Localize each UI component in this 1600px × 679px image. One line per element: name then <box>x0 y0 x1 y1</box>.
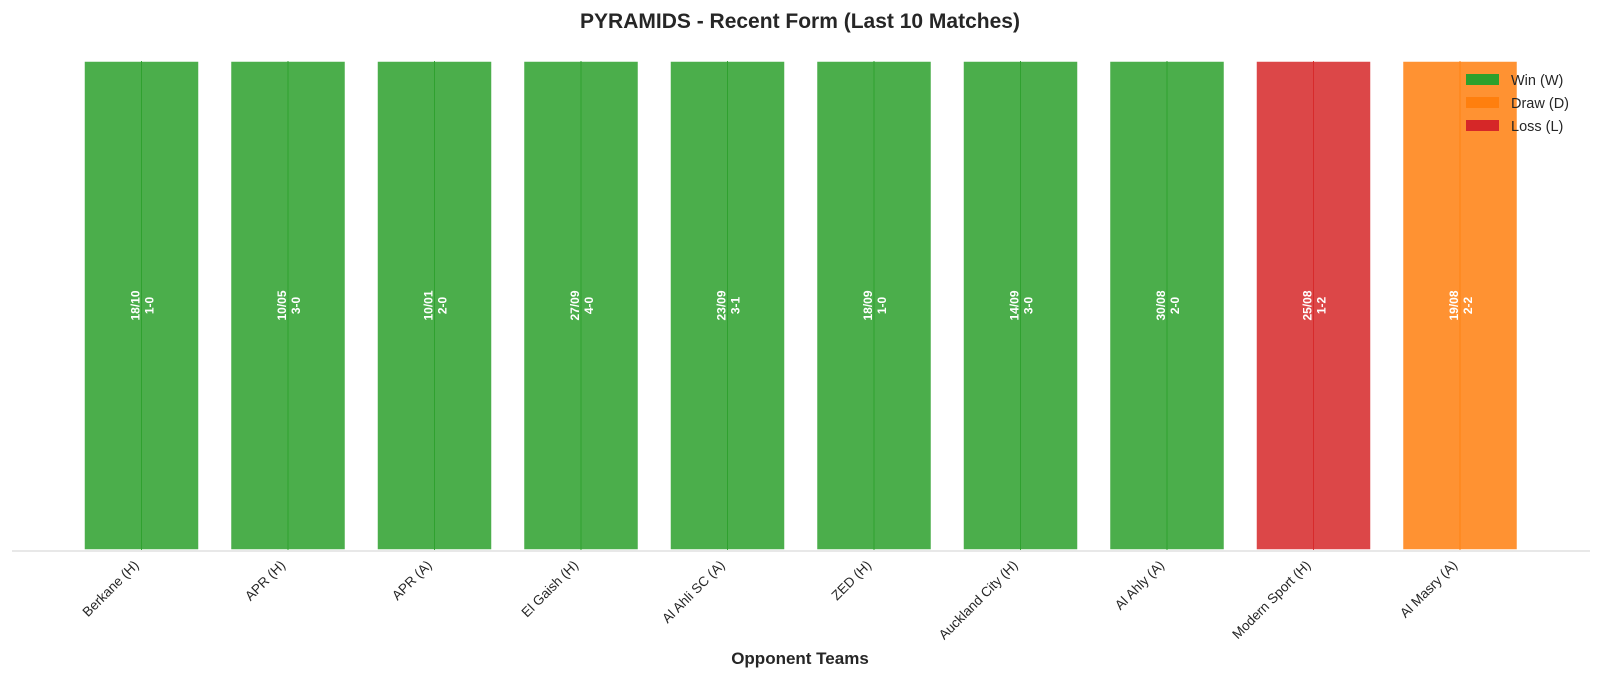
bar-label-score: 3-1 <box>729 297 743 315</box>
bar-label: 19/082-2 <box>1447 290 1475 320</box>
legend: Win (W) Draw (D) Loss (L) <box>1466 73 1569 135</box>
bar-label-date: 10/01 <box>422 290 436 320</box>
bar-label-score: 2-0 <box>1168 297 1182 315</box>
legend-swatch-d <box>1466 97 1499 108</box>
bar-label: 10/053-0 <box>275 290 303 320</box>
x-axis-label: Opponent Teams <box>731 649 869 668</box>
legend-swatch-l <box>1466 120 1499 131</box>
legend-label-l: Loss (L) <box>1511 119 1563 135</box>
legend-label-w: Win (W) <box>1511 73 1563 89</box>
legend-swatch-w <box>1466 74 1499 85</box>
bar-label-date: 23/09 <box>715 290 729 320</box>
bar-label-date: 10/05 <box>275 290 289 320</box>
x-tick-label: Al Ahli SC (A) <box>659 558 727 626</box>
bar-label-score: 1-0 <box>875 297 889 315</box>
x-tick-labels: Berkane (H) APR (H) APR (A) El Gaish (H) Al … <box>80 558 1461 643</box>
x-tick-label: Al Masry (A) <box>1397 558 1460 621</box>
bar-label: 25/081-2 <box>1301 290 1329 320</box>
bar-label-score: 2-2 <box>1461 297 1475 315</box>
bars-group: 18/101-0 10/053-0 10/012-0 27/094-0 23/093-1… <box>83 60 1519 551</box>
chart-title: PYRAMIDS - Recent Form (Last 10 Matches) <box>580 10 1020 33</box>
bar-label-date: 18/09 <box>861 290 875 320</box>
x-tick-label: APR (H) <box>242 558 288 604</box>
bar-label: 18/091-0 <box>861 290 889 320</box>
bar-label-date: 27/09 <box>568 290 582 320</box>
bar-label: 18/101-0 <box>129 290 157 320</box>
x-tick-label: Berkane (H) <box>80 558 142 620</box>
bar-label-date: 18/10 <box>129 290 143 320</box>
bar-label-date: 25/08 <box>1301 290 1315 320</box>
bar-label-score: 1-2 <box>1315 297 1329 315</box>
bar-label-score: 3-0 <box>1022 297 1036 315</box>
bar-label-date: 19/08 <box>1447 290 1461 320</box>
bar-label-score: 2-0 <box>436 297 450 315</box>
x-tick-label: Modern Sport (H) <box>1229 558 1313 642</box>
bar-label: 30/082-0 <box>1154 290 1182 320</box>
bar-label-date: 14/09 <box>1008 290 1022 320</box>
x-tick-label: El Gaish (H) <box>519 558 582 621</box>
bar-label-score: 3-0 <box>289 297 303 315</box>
x-tick-label: Al Ahly (A) <box>1112 558 1167 613</box>
bar-label-score: 4-0 <box>582 297 596 315</box>
bar-label: 10/012-0 <box>422 290 450 320</box>
bar-label-score: 1-0 <box>143 297 157 315</box>
x-tick-label: Auckland City (H) <box>936 558 1021 643</box>
bar-label: 14/093-0 <box>1008 290 1036 320</box>
bar-label-date: 30/08 <box>1154 290 1168 320</box>
x-tick-label: ZED (H) <box>829 558 875 604</box>
legend-label-d: Draw (D) <box>1511 96 1569 112</box>
x-tick-label: APR (A) <box>389 558 435 604</box>
bar-label: 27/094-0 <box>568 290 596 320</box>
bar-label: 23/093-1 <box>715 290 743 320</box>
